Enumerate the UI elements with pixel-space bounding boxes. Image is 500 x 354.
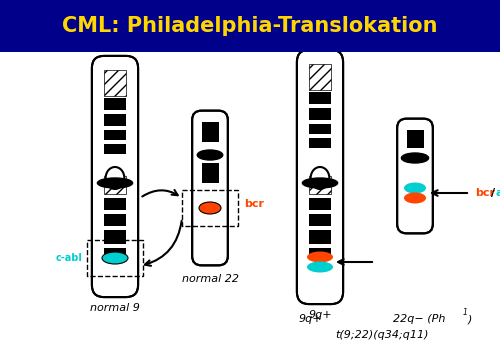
FancyBboxPatch shape [397, 119, 433, 233]
Bar [309, 92, 331, 104]
Bar [104, 114, 126, 126]
Bar [87, 240, 143, 276]
Text: normal 9: normal 9 [90, 303, 140, 313]
Text: 9q+: 9q+ [298, 314, 322, 324]
Text: CML: Philadelphia-Translokation: CML: Philadelphia-Translokation [62, 16, 438, 36]
Ellipse shape [98, 178, 132, 188]
Bar [309, 214, 331, 226]
Bar [0, 0, 500, 52]
Bar [309, 64, 331, 90]
Text: /: / [491, 188, 495, 198]
Bar [104, 130, 126, 140]
Bar [406, 130, 424, 148]
Ellipse shape [310, 167, 330, 189]
Bar [309, 138, 331, 148]
Text: normal 22: normal 22 [182, 274, 238, 284]
Bar [202, 122, 218, 142]
Bar [104, 176, 126, 194]
Bar [104, 98, 126, 110]
Ellipse shape [102, 252, 128, 264]
Bar [309, 124, 331, 134]
Ellipse shape [302, 178, 338, 188]
Bar [104, 214, 126, 226]
Ellipse shape [307, 262, 333, 273]
Text: bcr: bcr [244, 199, 264, 209]
Bar [309, 108, 331, 120]
Bar [104, 198, 126, 210]
Ellipse shape [106, 167, 124, 189]
Bar [202, 216, 218, 254]
Text: 22q− (Ph: 22q− (Ph [393, 314, 446, 324]
Text: t(9;22)(q34;q11): t(9;22)(q34;q11) [335, 330, 428, 340]
Text: bcr: bcr [475, 188, 495, 198]
Text: c-abl: c-abl [56, 253, 83, 263]
Text: 9q+: 9q+ [308, 310, 332, 320]
Bar [202, 163, 218, 183]
Bar [309, 230, 331, 244]
Ellipse shape [404, 193, 426, 204]
Bar [182, 190, 238, 226]
Bar [104, 230, 126, 244]
Bar [309, 198, 331, 210]
Bar [104, 144, 126, 154]
Text: abl: abl [495, 188, 500, 198]
Bar [309, 176, 331, 194]
FancyBboxPatch shape [92, 56, 138, 297]
Text: 1: 1 [463, 308, 468, 317]
Ellipse shape [402, 153, 428, 163]
Ellipse shape [404, 183, 426, 194]
Ellipse shape [307, 251, 333, 263]
Bar [104, 70, 126, 96]
Bar [104, 248, 126, 258]
FancyBboxPatch shape [192, 111, 228, 266]
Bar [309, 248, 331, 258]
FancyBboxPatch shape [297, 50, 343, 304]
Ellipse shape [199, 202, 221, 214]
Text: ): ) [468, 314, 472, 324]
Ellipse shape [197, 150, 223, 160]
